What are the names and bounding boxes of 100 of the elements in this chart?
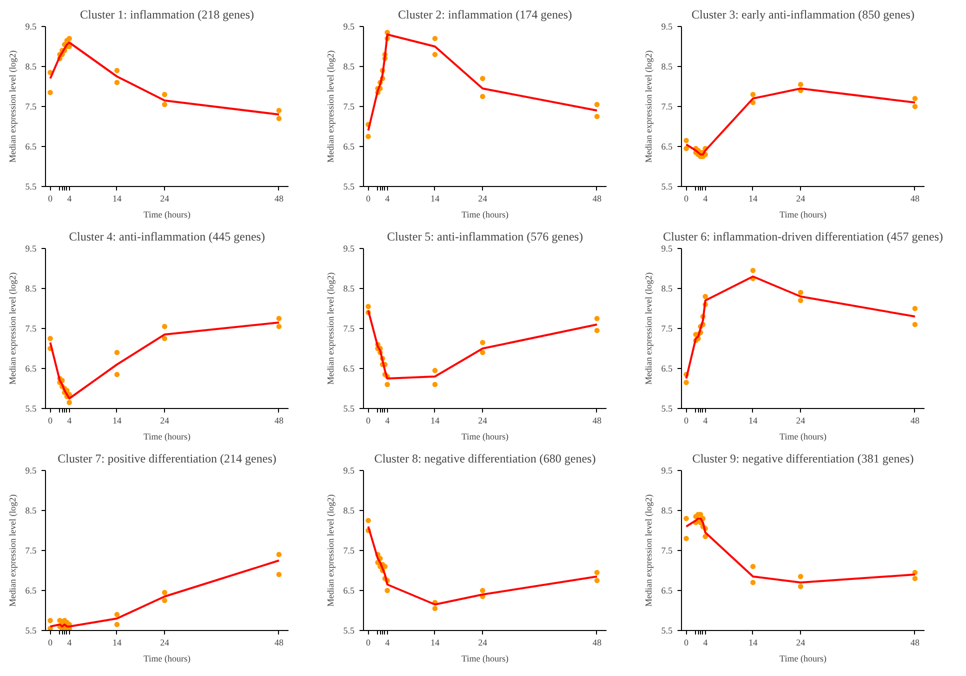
y-tick-label: 9.5 — [343, 22, 355, 32]
y-tick-label: 7.5 — [25, 102, 37, 112]
y-tick-label: 9.5 — [25, 466, 37, 476]
y-tick-label: 8.5 — [343, 62, 355, 72]
x-axis-title: Time (hours) — [144, 654, 190, 664]
x-axis-title: Time (hours) — [780, 432, 826, 442]
x-tick-label: 0 — [366, 194, 372, 204]
y-axis-title: Median expression level (log2) — [7, 272, 18, 385]
x-tick-label: 0 — [48, 638, 54, 648]
chart-title: Cluster 4: anti-inflammation (445 genes) — [69, 230, 265, 244]
chart-title: Cluster 1: inflammation (218 genes) — [80, 8, 254, 22]
x-axis-title: Time (hours) — [462, 654, 508, 664]
y-tick-label: 7.5 — [661, 102, 673, 112]
x-axis-title: Time (hours) — [780, 654, 826, 664]
y-tick-label: 6.5 — [25, 142, 37, 152]
x-tick-label: 0 — [684, 194, 690, 204]
x-tick-label: 4 — [385, 194, 390, 204]
x-tick-label: 14 — [112, 194, 122, 204]
x-axis-title: Time (hours) — [144, 210, 190, 220]
y-tick-label: 7.5 — [25, 324, 37, 334]
x-tick-label: 48 — [274, 416, 284, 426]
x-tick-label: 4 — [385, 416, 390, 426]
x-tick-label: 24 — [796, 416, 806, 426]
x-tick-label: 48 — [592, 416, 602, 426]
y-tick-label: 9.5 — [25, 244, 37, 254]
y-tick-label: 8.5 — [343, 506, 355, 516]
x-tick-label: 0 — [48, 194, 54, 204]
x-tick-label: 4 — [385, 638, 390, 648]
y-tick-label: 8.5 — [661, 62, 673, 72]
x-tick-label: 48 — [274, 194, 284, 204]
y-tick-label: 6.5 — [25, 364, 37, 374]
x-tick-label: 48 — [592, 194, 602, 204]
x-tick-label: 24 — [160, 194, 170, 204]
y-tick-label: 5.5 — [343, 182, 355, 192]
y-tick-label: 5.5 — [25, 404, 37, 414]
x-tick-label: 4 — [703, 194, 708, 204]
chart-title: Cluster 6: inflammation-driven differentiation (457 genes) — [662, 230, 944, 244]
y-tick-label: 9.5 — [661, 466, 673, 476]
y-tick-label: 7.5 — [343, 324, 355, 334]
y-tick-label: 6.5 — [25, 586, 37, 596]
y-tick-label: 6.5 — [661, 364, 673, 374]
x-tick-label: 14 — [430, 638, 440, 648]
x-tick-label: 4 — [67, 416, 72, 426]
x-tick-label: 48 — [592, 638, 602, 648]
chart-title: Cluster 3: early anti-inflammation (850 genes) — [692, 8, 914, 22]
y-axis-title: Median expression level (log2) — [643, 272, 654, 385]
y-axis-title: Median expression level (log2) — [325, 50, 336, 163]
y-tick-label: 9.5 — [343, 466, 355, 476]
y-tick-label: 7.5 — [25, 546, 37, 556]
x-tick-label: 0 — [366, 416, 372, 426]
x-tick-label: 14 — [748, 416, 758, 426]
y-tick-label: 5.5 — [25, 626, 37, 636]
chart-title: Cluster 8: negative differentiation (680 genes) — [374, 452, 596, 466]
x-tick-label: 14 — [112, 416, 122, 426]
x-axis-title: Time (hours) — [780, 210, 826, 220]
x-tick-label: 24 — [478, 416, 488, 426]
x-axis-title: Time (hours) — [144, 432, 190, 442]
x-tick-label: 14 — [430, 416, 440, 426]
x-tick-label: 4 — [703, 416, 708, 426]
x-tick-label: 48 — [910, 194, 920, 204]
y-tick-label: 5.5 — [661, 626, 673, 636]
y-tick-label: 7.5 — [661, 546, 673, 556]
y-tick-label: 6.5 — [343, 586, 355, 596]
y-tick-label: 8.5 — [25, 62, 37, 72]
x-tick-label: 0 — [684, 416, 690, 426]
y-tick-label: 8.5 — [343, 284, 355, 294]
y-tick-label: 7.5 — [343, 102, 355, 112]
x-tick-label: 48 — [910, 416, 920, 426]
y-tick-label: 9.5 — [25, 22, 37, 32]
y-tick-label: 6.5 — [343, 364, 355, 374]
y-axis-title: Median expression level (log2) — [325, 494, 336, 607]
x-tick-label: 4 — [703, 638, 708, 648]
y-tick-label: 5.5 — [343, 626, 355, 636]
y-tick-label: 5.5 — [661, 182, 673, 192]
chart-title: Cluster 5: anti-inflammation (576 genes) — [387, 230, 583, 244]
x-tick-label: 24 — [160, 638, 170, 648]
x-tick-label: 0 — [366, 638, 372, 648]
x-tick-label: 48 — [274, 638, 284, 648]
y-axis-title: Median expression level (log2) — [7, 50, 18, 163]
y-tick-label: 5.5 — [661, 404, 673, 414]
x-axis-title: Time (hours) — [462, 432, 508, 442]
x-tick-label: 24 — [796, 194, 806, 204]
y-tick-label: 6.5 — [661, 142, 673, 152]
chart-title: Cluster 7: positive differentiation (214 genes) — [58, 452, 276, 466]
y-axis-title: Median expression level (log2) — [7, 494, 18, 607]
y-tick-label: 9.5 — [661, 244, 673, 254]
y-tick-label: 6.5 — [661, 586, 673, 596]
x-tick-label: 14 — [112, 638, 122, 648]
x-tick-label: 24 — [478, 638, 488, 648]
y-tick-label: 6.5 — [343, 142, 355, 152]
x-tick-label: 4 — [67, 194, 72, 204]
x-tick-label: 24 — [478, 194, 488, 204]
y-tick-label: 5.5 — [25, 182, 37, 192]
x-tick-label: 14 — [430, 194, 440, 204]
y-tick-label: 7.5 — [343, 546, 355, 556]
chart-title: Cluster 9: negative differentiation (381 genes) — [692, 452, 914, 466]
y-tick-label: 8.5 — [25, 284, 37, 294]
y-tick-label: 9.5 — [343, 244, 355, 254]
x-tick-label: 4 — [67, 638, 72, 648]
chart-title: Cluster 2: inflammation (174 genes) — [398, 8, 572, 22]
